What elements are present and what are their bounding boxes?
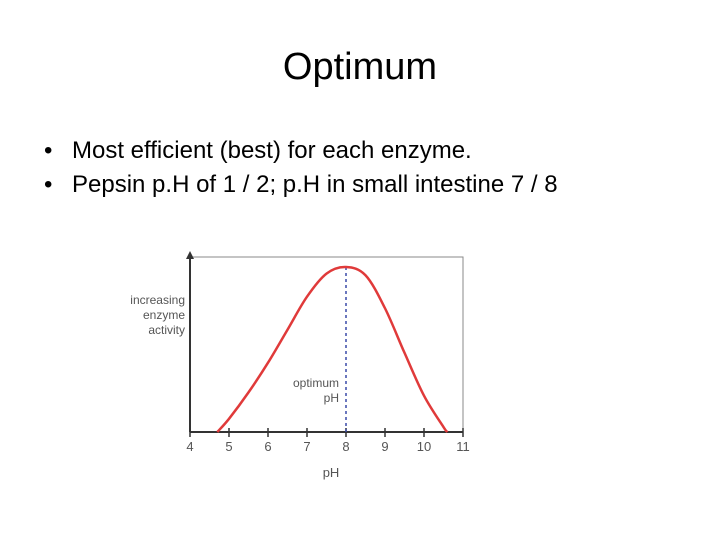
bullet-list: • Most efficient (best) for each enzyme.… xyxy=(44,134,704,202)
bullet-item: • Most efficient (best) for each enzyme. xyxy=(44,134,704,168)
optimum-label-line: optimum xyxy=(293,376,339,390)
x-tick-label: 6 xyxy=(264,439,271,454)
plot-frame xyxy=(189,256,464,433)
x-tick-label: 8 xyxy=(342,439,349,454)
x-ticks: 4 5 6 7 8 9 10 11 xyxy=(186,428,470,454)
y-axis-label-line: increasing xyxy=(130,293,185,307)
x-tick-label: 4 xyxy=(186,439,193,454)
bullet-text: Most efficient (best) for each enzyme. xyxy=(72,137,472,164)
bullet-item: • Pepsin p.H of 1 / 2; p.H in small inte… xyxy=(44,168,704,202)
x-tick-label: 7 xyxy=(303,439,310,454)
y-axis-arrow-icon xyxy=(186,251,194,259)
activity-curve xyxy=(216,265,449,433)
x-axis-label: pH xyxy=(323,465,340,480)
y-axis-label-line: enzyme xyxy=(143,308,185,322)
slide-title: Optimum xyxy=(282,46,438,88)
x-tick-label: 11 xyxy=(456,439,470,454)
enzyme-activity-chart: increasing enzyme activity 4 5 6 7 8 9 10 11 op… xyxy=(130,251,470,480)
x-tick-label: 9 xyxy=(381,439,388,454)
bullet-dot: • xyxy=(44,137,53,164)
y-axis-label-line: activity xyxy=(148,323,185,337)
bullet-text: Pepsin p.H of 1 / 2; p.H in small intest… xyxy=(72,171,558,198)
optimum-label-line: pH xyxy=(324,391,339,405)
x-tick-label: 10 xyxy=(417,439,431,454)
bullet-dot: • xyxy=(44,171,53,198)
x-tick-label: 5 xyxy=(225,439,232,454)
